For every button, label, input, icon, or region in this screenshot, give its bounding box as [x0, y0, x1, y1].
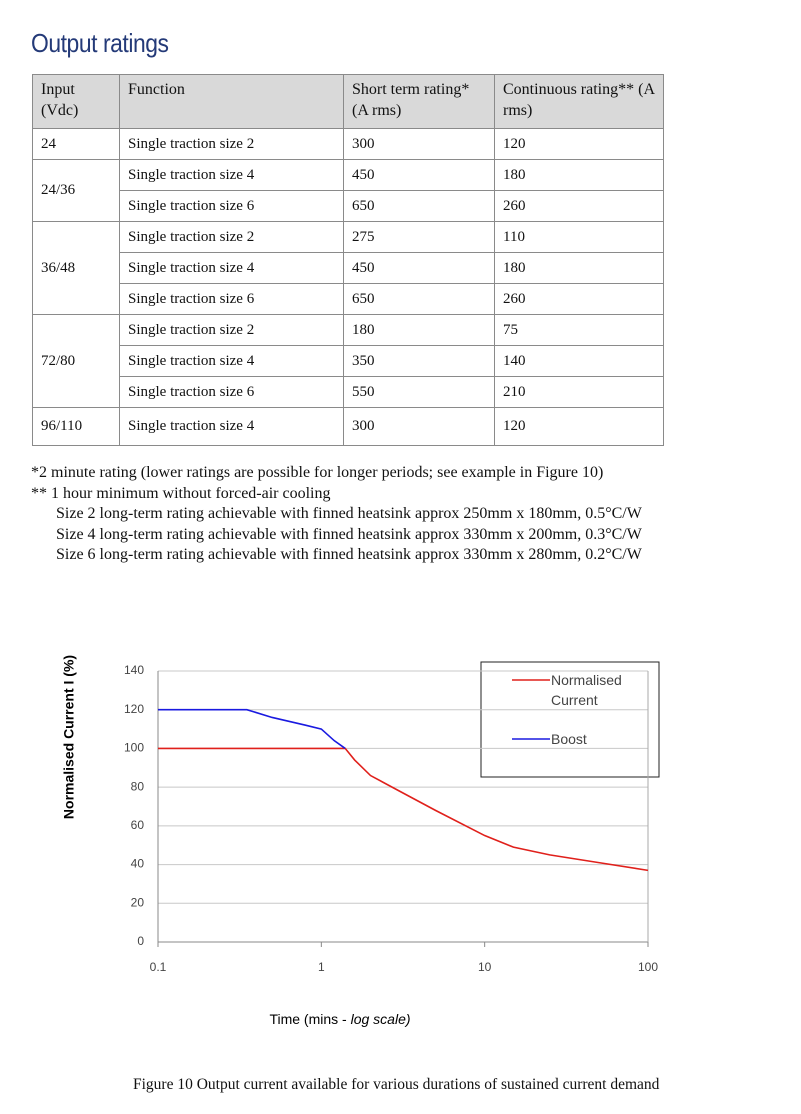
table-cell: 110	[494, 221, 664, 253]
table-cell: 260	[494, 283, 664, 315]
x-axis-label-part: Time (mins -	[269, 1011, 350, 1027]
table-cell: 180	[343, 314, 495, 346]
series-line	[158, 708, 346, 750]
x-axis-label-part: log scale)	[351, 1011, 411, 1027]
y-tick-label: 80	[131, 779, 145, 793]
table-row: Single traction size 4 350 140	[33, 345, 664, 377]
table-cell: 75	[494, 314, 664, 346]
input-cell: 36/48	[32, 221, 120, 315]
y-tick-label: 100	[124, 741, 144, 755]
table-row: Single traction size 6 550 210	[33, 376, 664, 408]
header-cell: Function	[119, 74, 344, 129]
table-cell: Single traction size 4	[119, 345, 344, 377]
legend-label: Normalised Current	[551, 672, 622, 708]
table-cell: 350	[343, 345, 495, 377]
y-axis-label: Normalised Current I (%)	[61, 655, 77, 819]
table-row: 24/36 Single traction size 4 450 180	[32, 159, 664, 222]
legend-entry: Boost	[551, 731, 587, 747]
table-cell: 650	[343, 190, 495, 222]
table-row: Single traction size 4 450 180	[33, 252, 664, 284]
note: Size 2 long-term rating achievable with …	[56, 505, 642, 522]
x-tick-label: 0.1	[150, 960, 167, 974]
table-cell: Single traction size 2	[119, 221, 344, 253]
table-cell: Single traction size 6	[119, 283, 344, 315]
table-cell: 260	[494, 190, 664, 222]
chart: 0 20 40 60 80 100 120 140 0.1 1 10 100 Normalised Cu…	[61, 655, 660, 1027]
y-tick-label: 0	[137, 934, 144, 948]
table-cell: Single traction size 4	[119, 407, 344, 446]
legend-label: Boost	[551, 731, 587, 747]
note: Size 6 long-term rating achievable with …	[56, 546, 642, 563]
table-row: Single traction size 6 650 260	[33, 283, 664, 315]
y-tick-label: 60	[131, 818, 145, 832]
y-tick-label: 20	[131, 895, 145, 909]
table-cell: 210	[494, 376, 664, 408]
table-cell: Single traction size 2	[119, 314, 344, 346]
table-cell: Single traction size 6	[119, 376, 344, 408]
table-cell: 450	[343, 252, 495, 284]
table-cell: 180	[494, 252, 664, 284]
caption: Figure 10 Output current available for v…	[133, 1076, 660, 1093]
table-row: 36/48 Single traction size 2 275 110	[32, 221, 664, 315]
table-cell: 120	[494, 407, 664, 446]
x-tick-label: 100	[638, 960, 658, 974]
legend-box	[480, 661, 660, 778]
header-cell: Continuous rating** (A rms)	[494, 74, 664, 129]
legend-entry: Normalised Current	[551, 672, 622, 708]
table-cell: Single traction size 4	[119, 252, 344, 284]
heading: Output ratings	[31, 28, 169, 58]
table-cell: 180	[494, 159, 664, 191]
header-cell: Short term rating* (A rms)	[343, 74, 495, 129]
table-cell: Single traction size 6	[119, 190, 344, 222]
table-body: 24 Single traction size 2 300 120 24/36 Singl…	[32, 128, 664, 446]
input-cell: 72/80	[32, 314, 120, 408]
header-cell: Input (Vdc)	[32, 74, 120, 129]
table-cell: 550	[343, 376, 495, 408]
note: *2 minute rating (lower ratings are poss…	[31, 464, 604, 481]
notes: *2 minute rating (lower ratings are poss…	[31, 463, 642, 566]
table-row: 24 Single traction size 2 300 120	[32, 128, 664, 160]
input-cell: 24/36	[32, 159, 120, 222]
y-tick-label: 140	[124, 663, 144, 677]
table-cell: 120	[494, 128, 664, 160]
table-cell: Single traction size 4	[119, 159, 344, 191]
series-line	[158, 747, 649, 872]
header-row: Input (Vdc) Function Short term rating* (A…	[32, 74, 664, 129]
x-axis-label: Time (mins - log scale)	[269, 1011, 410, 1027]
y-tick-label: 120	[124, 702, 144, 716]
table-cell: 140	[494, 345, 664, 377]
input-cell: 96/110	[32, 407, 120, 446]
table-cell: 275	[343, 221, 495, 253]
y-tick-label: 40	[131, 857, 145, 871]
ratings-table: Input (Vdc) Function Short term rating* (A…	[32, 74, 664, 446]
table-row: Single traction size 6 650 260	[33, 190, 664, 222]
note: ** 1 hour minimum without forced-air coo…	[31, 484, 331, 502]
table-row: 96/110 Single traction size 4 300 120	[32, 407, 664, 446]
note: Size 4 long-term rating achievable with …	[56, 525, 642, 543]
table-cell: 450	[343, 159, 495, 191]
table-cell: 300	[343, 407, 495, 446]
table-row: 72/80 Single traction size 2 180 75	[32, 314, 664, 408]
input-cell: 24	[32, 128, 120, 160]
table-cell: Single traction size 2	[119, 128, 344, 160]
table-cell: 650	[343, 283, 495, 315]
x-tick-label: 1	[318, 960, 325, 974]
table-cell: 300	[343, 128, 495, 160]
x-tick-label: 10	[478, 960, 492, 974]
